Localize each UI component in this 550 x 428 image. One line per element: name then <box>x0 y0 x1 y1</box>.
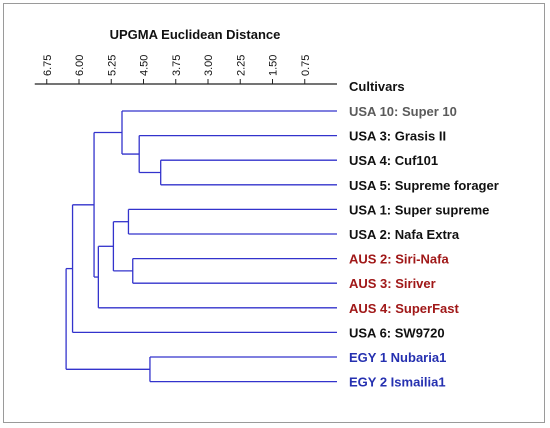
cultivar-label: AUS 2: Siri-Nafa <box>349 252 449 267</box>
cultivar-label: EGY 2 Ismailia1 <box>349 375 446 390</box>
axis-tick-label: 3.75 <box>171 55 183 76</box>
cultivar-label: USA 4: Cuf101 <box>349 153 438 168</box>
cultivar-label: AUS 3: Siriver <box>349 276 436 291</box>
cultivar-label: USA 2: Nafa Extra <box>349 227 460 242</box>
chart-title: UPGMA Euclidean Distance <box>110 27 281 42</box>
cultivar-label: USA 10: Super 10 <box>349 104 457 119</box>
axis-tick-label: 0.75 <box>300 55 312 76</box>
cultivar-label: AUS 4: SuperFast <box>349 301 459 316</box>
dendrogram: UPGMA Euclidean Distance 6.75 6.00 5.25 4.5… <box>34 27 499 390</box>
cultivar-label: USA 5: Supreme forager <box>349 178 499 193</box>
cultivar-label: USA 6: SW9720 <box>349 325 445 340</box>
axis-tick-label: 3.00 <box>203 55 215 76</box>
figure-frame: UPGMA Euclidean Distance 6.75 6.00 5.25 4.5… <box>3 3 545 423</box>
cultivar-label: USA 3: Grasis II <box>349 129 446 144</box>
dendrogram-branches <box>65 110 337 383</box>
axis-tick-label: 6.00 <box>74 55 86 76</box>
axis-tick-label: 4.50 <box>139 55 151 76</box>
axis-tick-label: 1.50 <box>268 55 280 76</box>
cultivars-header: Cultivars <box>349 79 405 94</box>
axis-tick-label: 2.25 <box>235 55 247 76</box>
axis-tick-label: 6.75 <box>42 55 54 76</box>
distance-axis: 6.75 6.00 5.25 4.50 3.75 3.00 2.25 1.50 0.75 <box>34 55 337 85</box>
cultivar-label: EGY 1 Nubaria1 <box>349 350 446 365</box>
cultivar-labels: USA 10: Super 10 USA 3: Grasis II USA 4: C… <box>349 104 499 390</box>
cultivar-label: USA 1: Super supreme <box>349 202 489 217</box>
axis-tick-label: 5.25 <box>106 55 118 76</box>
